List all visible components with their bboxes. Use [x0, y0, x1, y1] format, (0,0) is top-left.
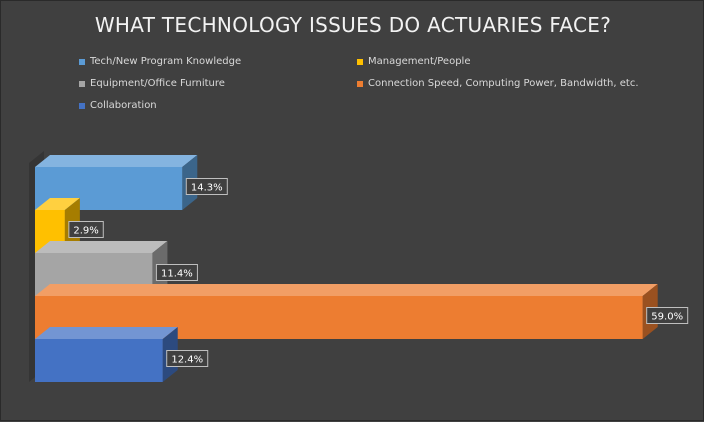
legend-label: Management/People: [368, 56, 471, 67]
bar-top-face: [35, 241, 168, 253]
data-label: 59.0%: [651, 312, 683, 323]
data-label-box: [166, 350, 209, 367]
bar-front-face: [35, 339, 163, 382]
chart-title: WHAT TECHNOLOGY ISSUES DO ACTUARIES FACE…: [94, 13, 612, 37]
data-label: 14.3%: [191, 183, 223, 194]
data-label: 11.4%: [161, 269, 193, 280]
data-label-box: [68, 221, 104, 238]
legend-item: Equipment/Office Furniture: [79, 78, 225, 89]
legend: Tech/New Program Knowledge Management/Peo…: [1, 1, 704, 121]
data-label-box: [185, 178, 228, 195]
data-label: 12.4%: [171, 355, 203, 366]
bar: [35, 327, 178, 382]
legend-swatch: [357, 80, 363, 87]
bar-top-face: [35, 327, 178, 339]
data-label: 2.9%: [73, 226, 98, 237]
legend-label: Equipment/Office Furniture: [90, 78, 225, 89]
legend-label: Tech/New Program Knowledge: [90, 56, 242, 67]
legend-swatch: [79, 58, 85, 65]
data-label-box: [155, 264, 198, 281]
data-label-box: [646, 307, 689, 324]
legend-label: Collaboration: [90, 100, 157, 111]
legend-swatch: [79, 102, 85, 109]
bar: [35, 155, 198, 210]
legend-item: Management/People: [357, 56, 470, 67]
bar-top-face: [35, 198, 80, 210]
legend-item: Tech/New Program Knowledge: [79, 56, 241, 67]
legend-item: Collaboration: [79, 100, 157, 111]
legend-swatch: [357, 58, 363, 65]
legend-label: Connection Speed, Computing Power, Bandw…: [368, 78, 639, 89]
bar-top-face: [35, 284, 658, 296]
bar-top-face: [35, 155, 198, 167]
legend-swatch: [79, 80, 85, 87]
legend-item: Connection Speed, Computing Power, Bandw…: [357, 78, 639, 89]
